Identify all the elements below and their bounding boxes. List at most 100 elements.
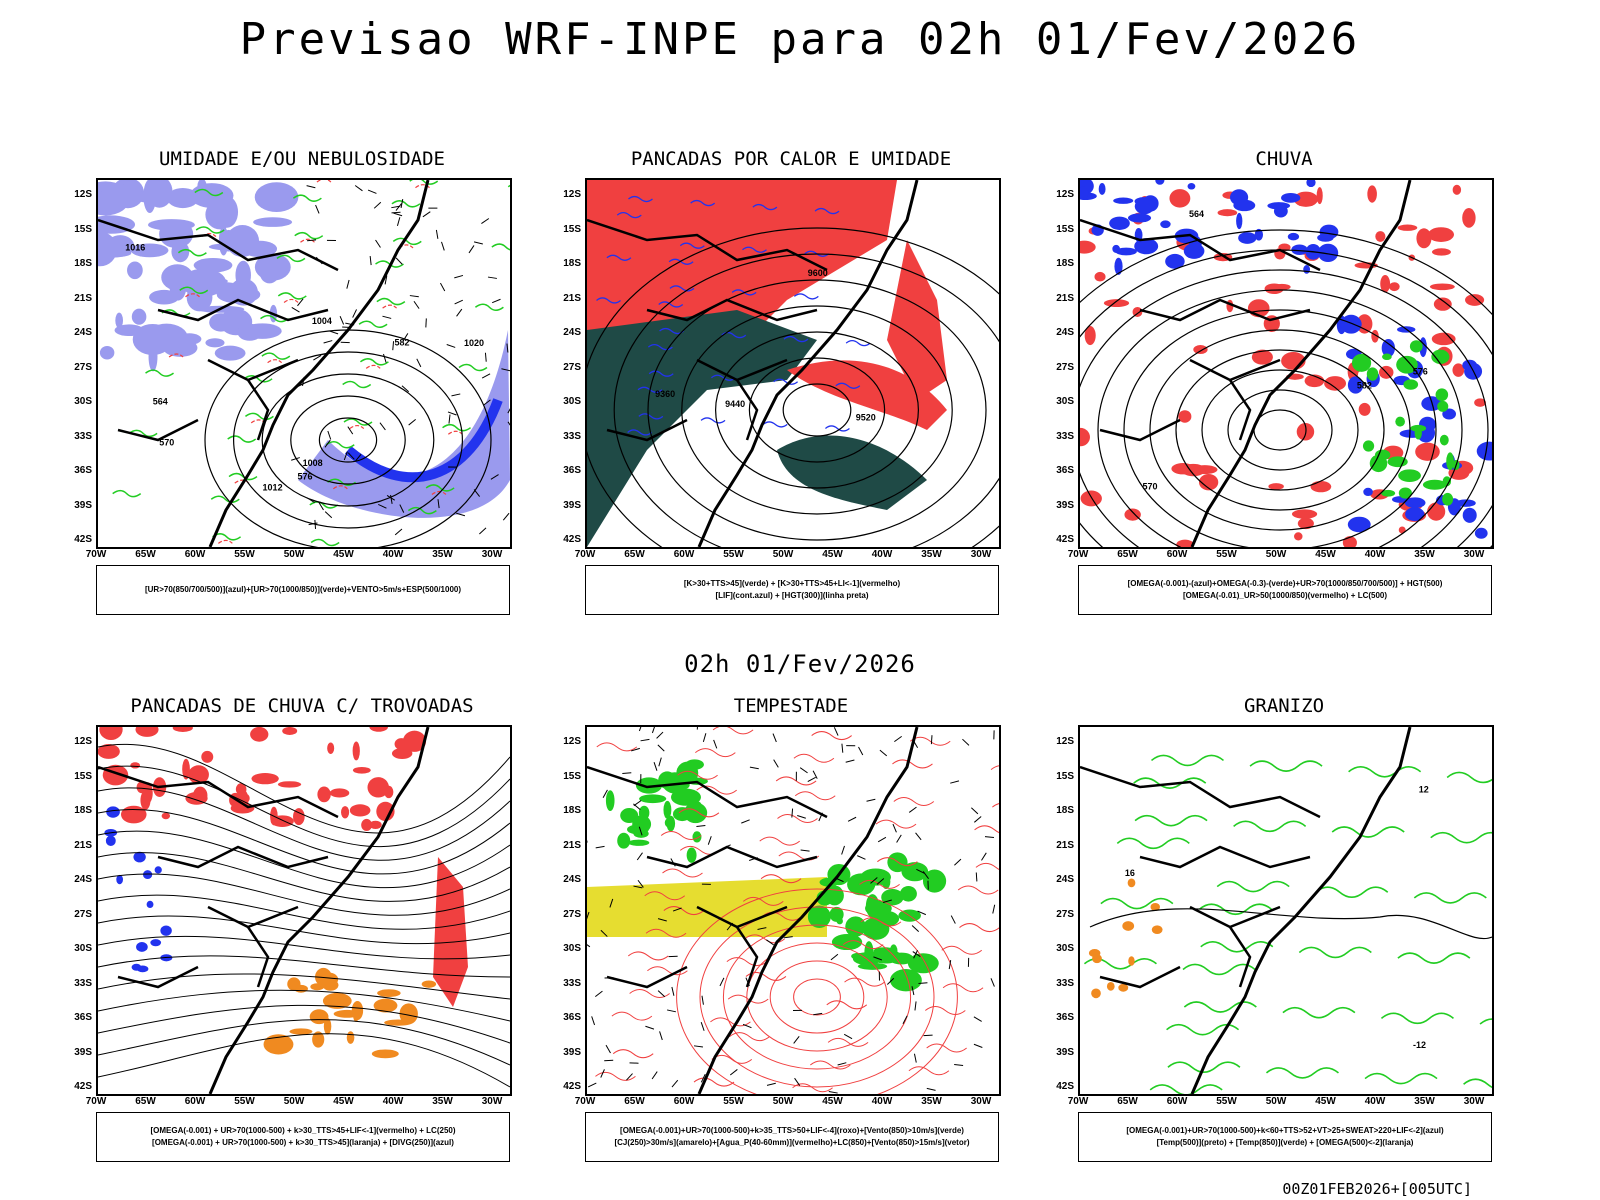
temp850-contour: [1380, 1012, 1454, 1025]
field-patch: [323, 1017, 332, 1035]
y-tick-label: 39S: [563, 1046, 581, 1058]
field-patch: [1254, 228, 1264, 241]
x-tick-label: 60W: [673, 549, 695, 560]
contour-line: [1097, 289, 1463, 547]
x-tick-label: 50W: [283, 1096, 305, 1107]
precip-water-contour: [678, 808, 720, 818]
thickness-contour: [382, 304, 398, 309]
wind-vector: [813, 1012, 823, 1016]
x-tick-label: 70W: [1067, 549, 1089, 560]
field-patch: [142, 870, 153, 880]
coastline: [697, 727, 919, 1094]
field-patch: [1306, 180, 1316, 188]
wind-vector: [833, 727, 839, 736]
map-canvas: -12 16 12: [1080, 727, 1492, 1094]
wind-vector: [954, 858, 962, 866]
contour-label: 1008: [303, 458, 323, 468]
field-patch: [254, 182, 299, 213]
thickness-contour: [431, 490, 447, 495]
lif-contour: [679, 242, 705, 249]
wind-vector: [702, 733, 707, 743]
y-tick-label: 21S: [563, 292, 581, 304]
field-patch: [230, 802, 255, 814]
wind-vector: [394, 528, 403, 536]
x-tick-label: 45W: [333, 1096, 354, 1107]
field-patch: [670, 788, 701, 806]
wind-vector: [437, 499, 440, 509]
legend-line: [OMEGA(-0.001) + UR>70(1000-500) + k>30_…: [150, 1126, 456, 1135]
lif-contour: [658, 301, 684, 308]
field-patch: [686, 847, 697, 863]
field-patch: [352, 766, 371, 774]
field-patch: [907, 953, 939, 974]
x-tick-label: 45W: [333, 549, 354, 560]
streamline: [98, 955, 510, 978]
wind-vector: [347, 452, 355, 460]
precip-water-contour: [990, 765, 999, 770]
wind-vector: [456, 308, 463, 317]
borders: [98, 218, 339, 442]
y-tick-label: 12S: [563, 736, 581, 747]
wind-vector: [383, 353, 387, 363]
field-patch: [1433, 297, 1452, 311]
green-contour: [407, 506, 437, 515]
y-tick-label: 39S: [1056, 499, 1074, 511]
x-tick-label: 60W: [1166, 549, 1188, 560]
green-contour: [227, 435, 257, 443]
field-patch: [421, 980, 437, 988]
wind-vector: [416, 358, 422, 368]
wind-vector: [757, 927, 767, 930]
precip-water-contour: [647, 966, 688, 976]
field-patch: [399, 1003, 418, 1025]
wind-vector: [918, 982, 928, 984]
field-patch: [1409, 340, 1423, 353]
streamline: [98, 935, 510, 960]
field-patch: [361, 818, 373, 832]
wind-vector: [908, 806, 917, 813]
contour-label: 570: [159, 437, 174, 447]
lif-contour: [845, 339, 871, 347]
contour-label: 1020: [464, 338, 484, 348]
y-tick-label: 33S: [74, 977, 92, 989]
temp850-contour: [1133, 777, 1207, 789]
wind-vector: [896, 834, 902, 843]
wind-vector: [491, 298, 501, 304]
wind-vector: [481, 218, 490, 224]
x-tick-label: 35W: [921, 549, 942, 560]
field-patch: [135, 727, 159, 737]
lif-contour: [700, 417, 726, 424]
wind-vector: [656, 731, 664, 739]
temp850-contour: [1182, 963, 1256, 976]
wind-vector: [369, 256, 372, 266]
wind-vector: [382, 315, 392, 319]
lif-contour: [710, 374, 736, 381]
y-tick-label: 27S: [74, 361, 92, 373]
x-tick-label: 55W: [1216, 1096, 1237, 1107]
panel-title: CHUVA: [1255, 148, 1313, 170]
green-contour: [409, 180, 439, 185]
y-tick-label: 36S: [563, 1012, 581, 1023]
wind-vector: [866, 798, 876, 802]
field-patch: [881, 874, 891, 890]
wind-vector: [409, 295, 419, 298]
field-patch: [1187, 183, 1196, 190]
field-patch: [1122, 921, 1135, 931]
y-tick-label: 15S: [1056, 770, 1074, 782]
field-patch: [1098, 182, 1106, 195]
contour-line: [1227, 389, 1333, 471]
thickness-contour: [168, 353, 184, 358]
coastline: [208, 180, 430, 547]
x-tick-label: 70W: [574, 1096, 596, 1107]
green-contour: [210, 495, 240, 504]
wind-vector: [307, 239, 317, 242]
wind-vector: [354, 454, 362, 462]
wind-vector: [950, 780, 960, 784]
temp850-contour: [1265, 1067, 1339, 1079]
streamline: [98, 765, 510, 847]
x-tick-label: 55W: [234, 549, 255, 560]
precip-water-contour: [760, 874, 802, 884]
wind-vector: [671, 986, 675, 996]
field-patch: [1268, 483, 1284, 490]
map-canvas: [587, 727, 999, 1094]
wind-vector: [672, 907, 682, 912]
